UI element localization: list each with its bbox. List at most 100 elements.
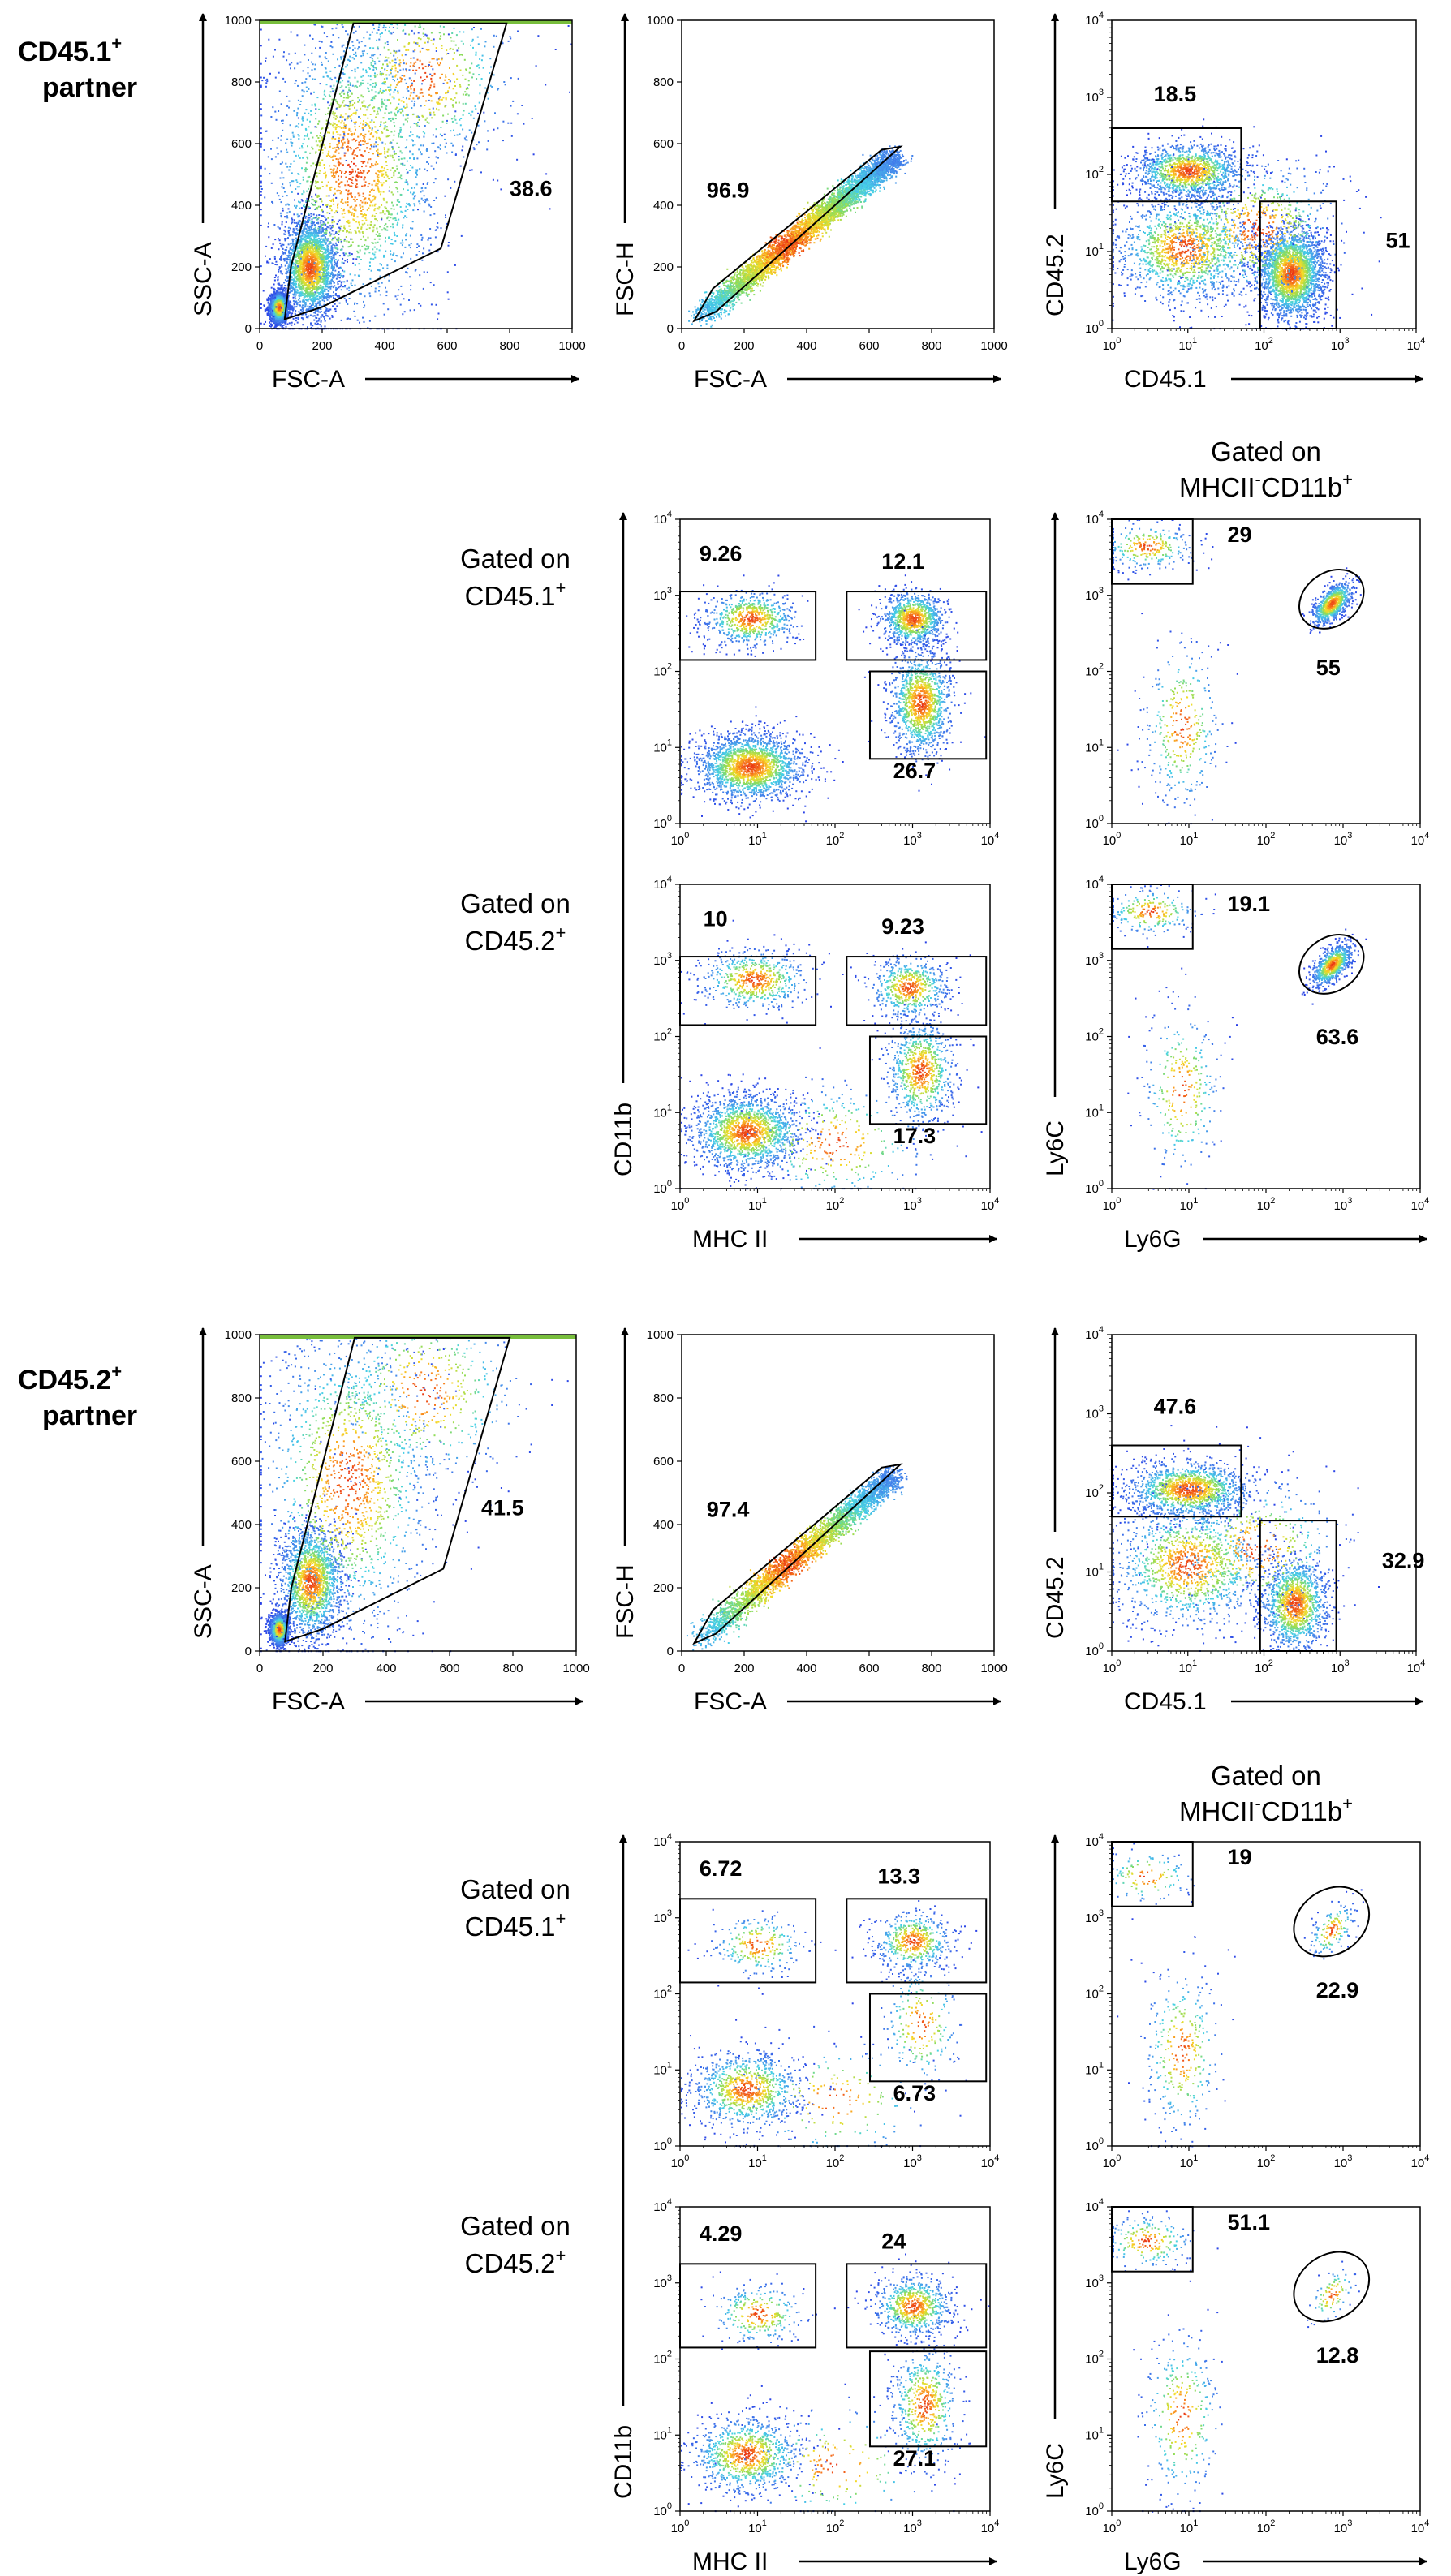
event-dot	[375, 233, 377, 235]
event-dot	[392, 27, 394, 28]
event-dot	[267, 226, 269, 228]
event-dot	[325, 243, 327, 245]
event-dot	[305, 200, 308, 202]
event-dot	[325, 155, 328, 157]
event-dot	[342, 97, 345, 99]
event-dot	[325, 297, 328, 299]
event-dot	[291, 218, 294, 221]
event-dot	[321, 251, 324, 252]
event-dot	[334, 285, 336, 287]
event-dot	[293, 231, 295, 234]
event-dot	[305, 243, 308, 246]
event-dot	[399, 129, 402, 131]
event-dot	[281, 186, 283, 188]
event-dot	[311, 275, 313, 277]
event-dot	[409, 309, 411, 312]
event-dot	[271, 312, 273, 315]
event-dot	[302, 246, 304, 248]
event-dot	[260, 322, 262, 325]
event-dot	[274, 316, 277, 319]
event-dot	[289, 284, 291, 286]
event-dot	[279, 291, 282, 294]
event-dot	[348, 252, 351, 255]
event-dot	[285, 325, 287, 328]
event-dot	[449, 80, 451, 83]
event-dot	[325, 281, 327, 283]
event-dot	[340, 200, 342, 203]
event-dot	[289, 308, 291, 310]
event-dot	[404, 215, 407, 217]
event-dot	[273, 295, 276, 297]
event-dot	[299, 297, 301, 299]
event-dot	[273, 293, 274, 295]
event-dot	[260, 191, 262, 193]
event-dot	[445, 214, 446, 217]
event-dot	[327, 113, 329, 115]
event-dot	[280, 315, 282, 317]
event-dot	[322, 286, 325, 289]
event-dot	[320, 293, 321, 295]
event-dot	[308, 271, 311, 273]
event-dot	[285, 238, 287, 240]
event-dot	[269, 294, 272, 296]
event-dot	[318, 258, 321, 260]
event-dot	[295, 298, 297, 300]
event-dot	[314, 258, 316, 260]
event-dot	[331, 271, 334, 273]
event-dot	[297, 192, 299, 195]
event-dot	[282, 295, 285, 298]
event-dot	[301, 233, 304, 235]
event-dot	[260, 86, 262, 88]
event-dot	[429, 237, 432, 239]
event-dot	[301, 279, 304, 282]
event-dot	[315, 180, 317, 183]
event-dot	[387, 211, 390, 213]
event-dot	[286, 262, 288, 264]
event-dot	[291, 172, 293, 174]
event-dot	[265, 307, 268, 310]
event-dot	[317, 253, 320, 256]
event-dot	[288, 250, 290, 252]
event-dot	[412, 197, 415, 200]
event-dot	[303, 284, 305, 286]
event-dot	[272, 318, 273, 320]
event-dot	[355, 111, 357, 114]
event-dot	[340, 284, 342, 286]
event-dot	[334, 297, 336, 299]
event-dot	[328, 243, 330, 245]
event-dot	[285, 249, 287, 251]
event-dot	[337, 281, 338, 283]
event-dot	[281, 246, 283, 248]
event-dot	[325, 248, 327, 251]
event-dot	[292, 309, 294, 312]
event-dot	[321, 228, 324, 230]
event-dot	[361, 50, 364, 53]
event-dot	[319, 277, 321, 280]
event-dot	[429, 228, 432, 230]
event-dot	[399, 69, 402, 71]
event-dot	[319, 269, 321, 271]
event-dot	[342, 127, 345, 129]
event-dot	[320, 296, 322, 299]
event-dot	[290, 245, 292, 247]
event-dot	[338, 219, 341, 221]
event-dot	[421, 190, 424, 192]
event-dot	[369, 158, 372, 161]
event-dot	[290, 282, 291, 285]
event-dot	[359, 118, 361, 119]
event-dot	[337, 237, 339, 239]
event-dot	[440, 227, 442, 230]
event-dot	[314, 305, 316, 307]
event-dot	[284, 321, 286, 324]
event-dot	[372, 121, 375, 123]
event-dot	[313, 272, 316, 274]
event-dot	[414, 269, 416, 272]
event-dot	[345, 170, 347, 173]
event-dot	[281, 288, 283, 290]
event-dot	[368, 152, 370, 153]
event-dot	[260, 145, 262, 148]
event-dot	[294, 126, 296, 128]
event-dot	[379, 153, 381, 155]
event-dot	[334, 269, 337, 272]
event-dot	[318, 246, 321, 248]
